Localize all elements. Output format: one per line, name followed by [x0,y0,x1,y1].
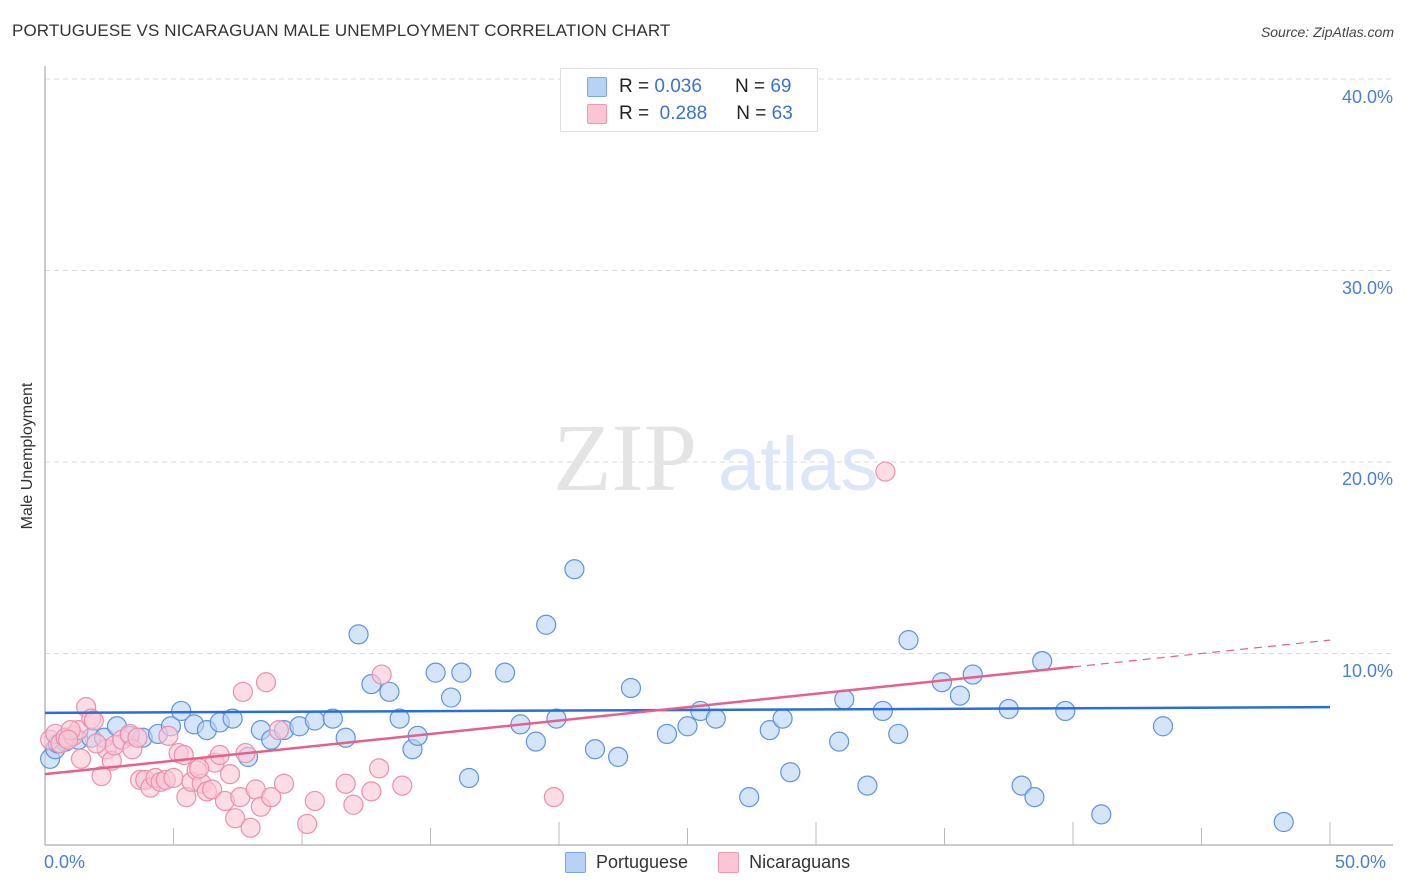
legend-label: Nicaraguans [749,852,851,872]
gridlines [45,78,1393,654]
x-tick-0: 0.0% [44,852,86,872]
trend-lines [44,639,1331,776]
n-value: 63 [771,103,793,124]
legend-row-nicaraguans: R = 0.288 N = 63 [587,102,793,126]
legend-row-portuguese: R = 0.036 N = 69 [587,75,791,99]
axes [44,66,1393,846]
n-label: N = [734,76,766,97]
r-label: R = [619,76,650,97]
watermark-atlas: atlas [718,422,879,507]
legend-item-portuguese[interactable]: Portuguese [565,852,688,873]
r-value: 0.036 [654,76,702,97]
n-label: N = [736,103,767,124]
nicaraguans-swatch-icon [718,852,740,873]
y-tick-10: 10.0% [1341,661,1393,681]
watermark: ZIP atlas [553,404,879,511]
portuguese-swatch-icon [565,852,586,873]
r-value: 0.288 [659,103,708,124]
y-tick-40: 40.0% [1341,87,1393,107]
y-tick-20: 20.0% [1341,469,1393,489]
legend-label: Portuguese [596,852,689,872]
watermark-zip: ZIP [553,404,697,511]
correlation-legend: R = 0.036 N = 69 R = 0.288 N = 63 [560,68,818,132]
portuguese-swatch-icon [587,77,607,97]
r-label: R = [619,103,650,124]
chart-title: PORTUGUESE VS NICARAGUAN MALE UNEMPLOYME… [12,21,671,40]
x-tick-50: 50.0% [1335,852,1387,872]
series-legend: Portuguese Nicaraguans [565,852,880,873]
nicaraguans-swatch-icon [587,104,607,124]
series-nicaraguans-points [40,461,896,838]
series-portuguese-points [40,559,1294,833]
source-label: Source: ZipAtlas.com [1260,24,1394,40]
n-value: 69 [770,76,792,97]
legend-item-nicaraguans[interactable]: Nicaraguans [718,852,850,873]
y-tick-30: 30.0% [1341,278,1393,298]
